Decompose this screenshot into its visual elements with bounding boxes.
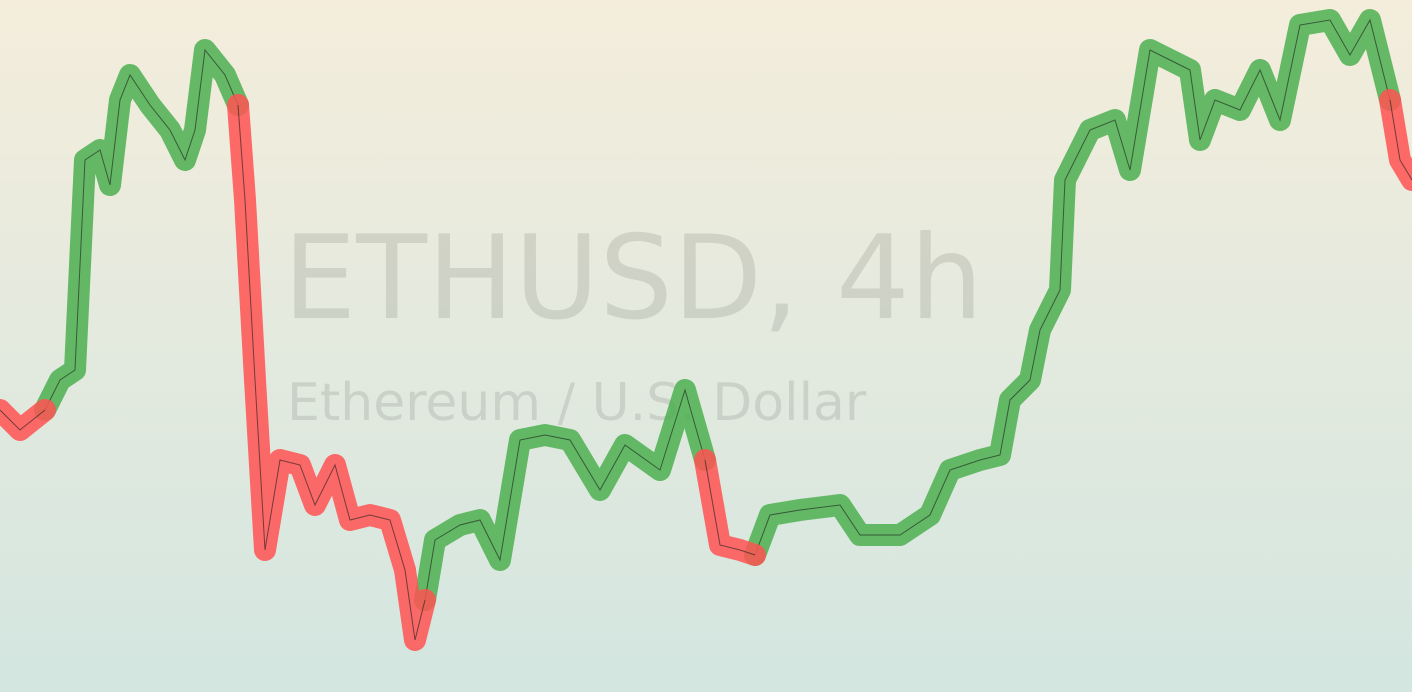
price-line (0, 409, 46, 431)
price-line (1389, 99, 1412, 181)
watermark-title: ETHUSD, 4h (283, 211, 983, 346)
price-line (704, 459, 756, 556)
price-line (424, 388, 706, 601)
watermark-subtitle: Ethereum / U.S. Dollar (287, 373, 867, 433)
price-line (44, 48, 239, 411)
price-line (754, 18, 1391, 556)
price-line (237, 104, 426, 641)
